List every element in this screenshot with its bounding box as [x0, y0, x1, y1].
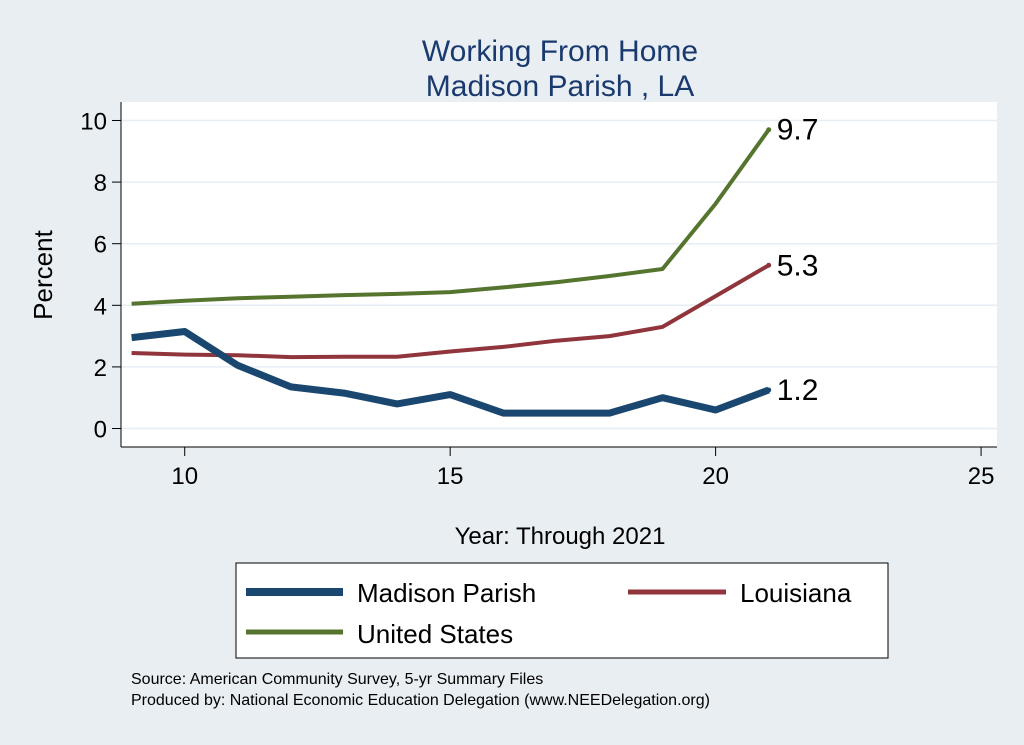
- x-tick-label-15: 15: [437, 463, 464, 490]
- gridlines: [121, 119, 997, 430]
- series-layer: [131, 128, 771, 417]
- end-label-united-states: 9.7: [777, 114, 819, 147]
- x-axis-label: Year: Through 2021: [455, 523, 666, 550]
- y-tick-label-6: 6: [94, 232, 107, 259]
- chart-title-line-1: Working From Home: [422, 35, 698, 68]
- chart-title-line-2: Madison Parish , LA: [426, 70, 694, 103]
- axes: [120, 102, 997, 448]
- end-label-madison-parish: 1.2: [777, 374, 819, 407]
- end-label-louisiana: 5.3: [777, 249, 819, 282]
- legend-label-united-states: United States: [357, 619, 513, 649]
- series-end-marker-united-states: [766, 127, 772, 133]
- series-end-marker-louisiana: [766, 262, 772, 268]
- end-labels: 1.2 5.3 9.7: [766, 114, 818, 407]
- legend: Madison Parish Louisiana United States: [246, 578, 852, 649]
- source-note: Source: American Community Survey, 5-yr …: [131, 671, 543, 688]
- y-tick-label-0: 0: [94, 417, 107, 444]
- series-line-louisiana: [131, 263, 770, 360]
- x-tick-label-25: 25: [968, 463, 995, 490]
- producer-note: Produced by: National Economic Education…: [131, 692, 710, 709]
- series-line-madison-parish: [131, 328, 770, 417]
- y-tick-label-4: 4: [94, 293, 107, 320]
- x-tick-label-20: 20: [702, 463, 729, 490]
- x-tick-label-10: 10: [171, 463, 198, 490]
- y-tick-label-2: 2: [94, 355, 107, 382]
- series-end-marker-madison-parish: [766, 387, 772, 393]
- y-axis-ticks: 0 2 4 6 8 10: [80, 108, 121, 444]
- series-line-united-states: [131, 128, 771, 306]
- y-tick-label-10: 10: [80, 108, 107, 135]
- plot-area: [121, 102, 997, 447]
- x-axis-ticks: 10 15 20 25: [171, 447, 994, 490]
- legend-box: [235, 562, 889, 659]
- y-axis-label: Percent: [28, 229, 58, 319]
- y-tick-label-8: 8: [94, 170, 107, 197]
- legend-label-madison-parish: Madison Parish: [357, 578, 536, 608]
- legend-label-louisiana: Louisiana: [740, 578, 852, 608]
